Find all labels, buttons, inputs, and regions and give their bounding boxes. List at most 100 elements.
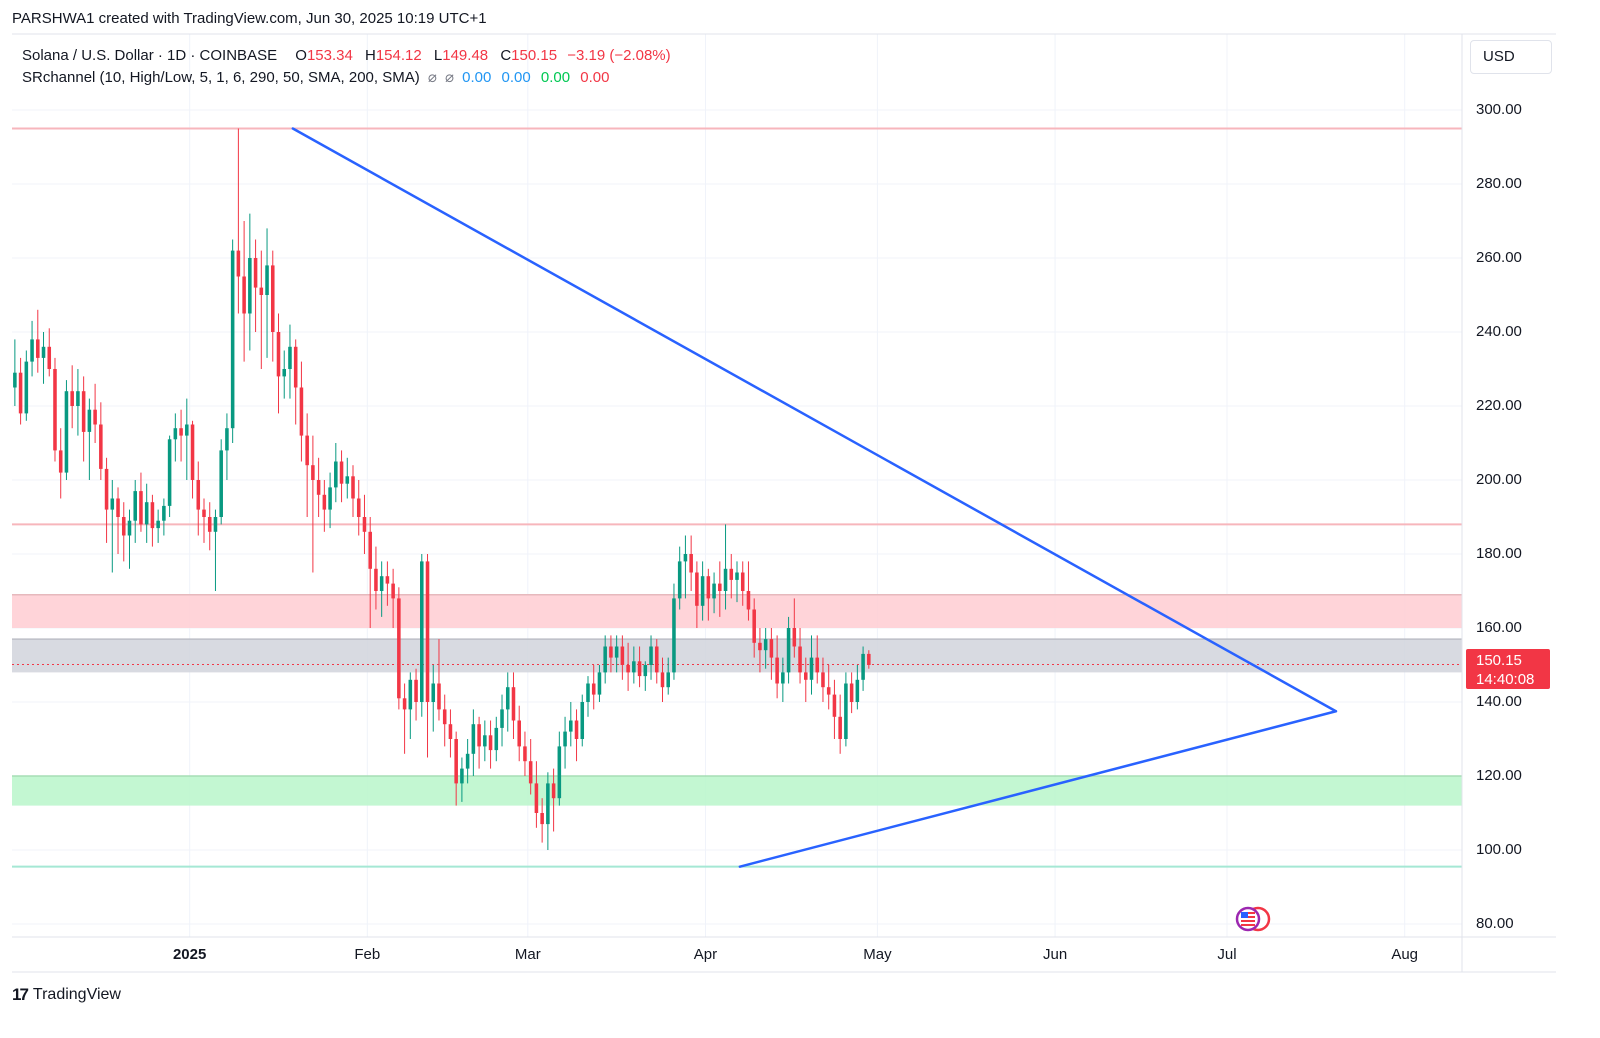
candle-body [740,572,745,591]
candle-body [517,720,521,747]
candle-body [431,683,436,702]
indicator-value: 0.00 [540,69,571,86]
candle-body [614,646,619,658]
candle-body [454,739,458,784]
candle-body [511,687,516,721]
candle-body [362,517,367,532]
currency-selector[interactable]: USD [1470,40,1552,74]
candle-body [729,568,734,580]
candle-body [127,520,132,536]
candle-body [207,517,212,532]
candle-body [230,250,235,429]
candle-body [121,517,126,536]
candle-body [368,531,372,569]
candle-body [322,494,327,510]
chart-legend: Solana / U.S. Dollar · 1D · COINBASE O15… [22,45,671,89]
candle-body [185,424,189,436]
chart-frame [12,33,1556,973]
candle-body [328,487,332,510]
candle-body [414,679,418,702]
indicator-name[interactable]: SRchannel (10, High/Low, 5, 1, 6, 290, 5… [22,69,420,86]
candle-body [803,672,808,680]
candle-body [70,391,74,406]
candle-body [632,661,636,673]
candle-body [248,258,252,314]
flag-stripe [1241,924,1255,926]
candle-body [477,724,481,747]
candle-body [133,491,137,521]
candle-body [282,369,287,377]
candle-body [637,661,642,677]
candle-body [190,424,195,480]
candle-body [769,639,774,658]
candle-body [563,731,567,747]
candle-body [666,672,671,688]
candle-body [649,646,653,665]
candle-body [580,702,585,739]
price-tick-label: 140.00 [1476,693,1522,710]
candle-body [196,480,201,510]
candle-body [345,476,350,484]
sr-zone [12,639,1462,673]
candle-body [173,428,178,440]
time-tick-label: Mar [514,946,541,963]
candle-body [139,491,143,525]
candle-body [311,465,315,480]
candle-body [13,372,17,388]
candle-body [334,461,338,488]
candle-body [356,498,361,517]
candle-body [500,709,504,728]
candle-body [643,665,648,677]
candle-body [700,576,705,606]
candle-body [672,598,676,673]
candle-body [809,657,814,680]
candle-body [844,683,848,739]
price-tick-label: 220.00 [1476,397,1522,414]
sr-zones [12,593,1462,806]
candle-body [689,554,693,573]
candle-body [448,724,453,739]
candle-body [735,572,739,580]
sr-zone [12,776,1462,806]
candle-body [116,498,120,517]
candle-body [488,735,493,751]
candle-body [253,258,258,288]
candle-body [723,568,728,591]
candle-body [569,720,573,732]
candle-body [706,576,711,599]
candle-body [110,498,115,510]
candle-body [471,724,476,754]
close-label: C [500,47,512,64]
candle-body [483,735,487,747]
candle-body [855,679,860,702]
candle-body [832,694,837,717]
bar-countdown: 14:40:08 [1476,671,1535,688]
candle-body [718,583,722,591]
tradingview-logo[interactable]: 17 TradingView [12,985,121,1005]
candle-body [305,435,309,466]
candle-body [213,517,218,532]
triangle-trendlines[interactable] [291,127,1338,868]
candle-body [293,346,298,388]
change-value: −3.19 (−2.08%) [567,47,671,64]
candle-body [374,568,378,591]
high-value: 154.12 [375,47,422,64]
trendline [738,710,1338,868]
candle-body [391,583,395,599]
candle-body [557,746,562,799]
candle-body [781,672,785,684]
candle-body [236,250,241,277]
us-flag-event-icon[interactable] [1235,906,1271,932]
candle-body [654,646,659,673]
candle-body [379,576,384,591]
candle-body [838,716,842,739]
candle-body [87,409,92,432]
symbol-name[interactable]: Solana / U.S. Dollar · 1D · COINBASE [22,47,278,64]
time-tick-label: Aug [1391,946,1419,963]
candle-body [540,813,544,825]
candle-body [156,520,160,529]
candle-body [591,683,596,695]
candle-body [316,480,321,495]
candle-body [677,561,682,599]
